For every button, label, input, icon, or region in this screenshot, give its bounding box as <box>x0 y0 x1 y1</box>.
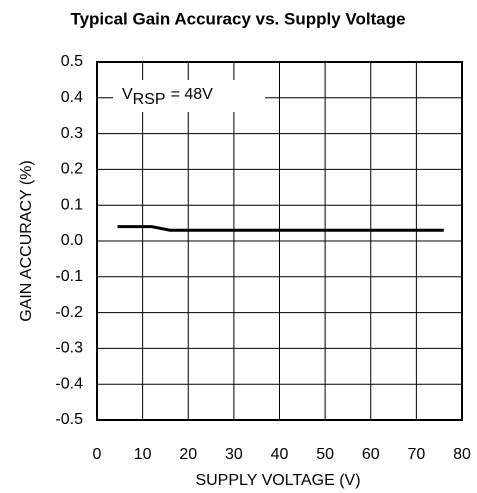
x-tick-label: 20 <box>179 446 197 463</box>
y-tick-label: -0.4 <box>55 375 83 392</box>
y-tick-label: -0.2 <box>55 304 83 321</box>
y-tick-label: 0.0 <box>61 232 83 249</box>
y-tick-label: 0.5 <box>61 53 83 70</box>
annotation-main: V <box>122 86 133 103</box>
plot-frame <box>96 61 463 421</box>
y-tick-label: 0.1 <box>61 196 83 213</box>
annotation-rest: = 48V <box>171 86 214 103</box>
x-tick-label: 10 <box>134 446 152 463</box>
annotation-box <box>113 80 265 112</box>
annotation-sub: RSP <box>133 91 166 108</box>
y-tick-label: -0.5 <box>55 411 83 428</box>
x-tick-label: 0 <box>93 446 102 463</box>
chart-title: Typical Gain Accuracy vs. Supply Voltage <box>70 9 405 28</box>
y-tick-label: -0.1 <box>55 268 83 285</box>
x-tick-label: 40 <box>271 446 289 463</box>
y-axis-label: GAIN ACCURACY (%) <box>18 160 35 322</box>
y-tick-label: 0.3 <box>61 125 83 142</box>
x-tick-label: 80 <box>453 446 471 463</box>
y-tick-label: 0.2 <box>61 161 83 178</box>
x-tick-label: 60 <box>362 446 380 463</box>
y-tick-label: 0.4 <box>61 89 83 106</box>
x-tick-label: 50 <box>316 446 334 463</box>
x-tick-label: 70 <box>407 446 425 463</box>
data-line <box>117 225 444 232</box>
x-axis-label: SUPPLY VOLTAGE (V) <box>195 472 360 489</box>
y-tick-label: -0.3 <box>55 340 83 357</box>
annotation: VRSP = 48V <box>122 86 213 108</box>
x-tick-label: 30 <box>225 446 243 463</box>
